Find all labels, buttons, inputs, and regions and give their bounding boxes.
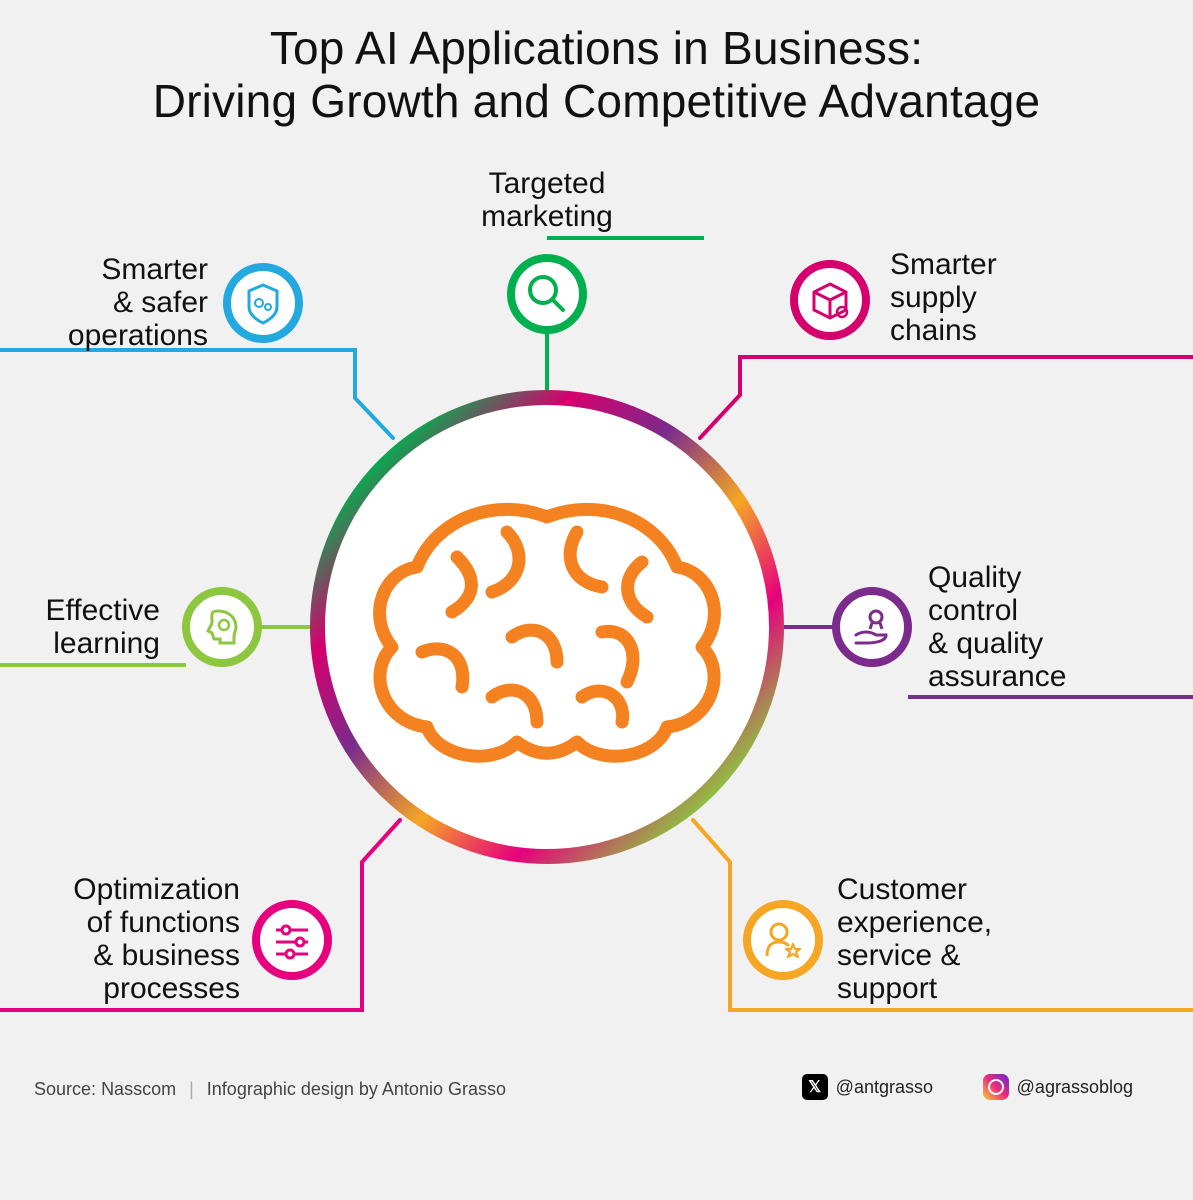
social-x[interactable]: 𝕏 @antgrasso (802, 1074, 933, 1100)
x-handle: @antgrasso (836, 1077, 933, 1098)
quality-control-label: Quality control & quality assurance (928, 561, 1066, 693)
effective-learning-icon-ring (186, 591, 258, 663)
customer-experience-label: Customer experience, service & support (837, 873, 992, 1005)
footer-sep: | (189, 1079, 194, 1099)
footer-source-value: Nasscom (101, 1079, 176, 1099)
infographic-canvas: Top AI Applications in Business: Driving… (0, 0, 1193, 1200)
footer-source: Source: Nasscom | Infographic design by … (34, 1079, 506, 1100)
sliders-icon (276, 926, 308, 958)
targeted-marketing-icon-ring (511, 258, 583, 330)
instagram-icon (983, 1074, 1009, 1100)
smarter-safer-ops-connector (0, 350, 393, 438)
smarter-safer-ops-label: Smarter & safer operations (68, 253, 208, 352)
footer: Source: Nasscom | Infographic design by … (0, 1060, 1193, 1100)
effective-learning-label: Effective learning (45, 594, 160, 660)
footer-source-label: Source: (34, 1079, 96, 1099)
social-instagram[interactable]: @agrassoblog (983, 1074, 1133, 1100)
footer-design-by: Infographic design by Antonio Grasso (207, 1079, 506, 1099)
ig-handle: @agrassoblog (1017, 1077, 1133, 1098)
optimization-icon-ring (256, 904, 328, 976)
targeted-marketing-label: Targeted marketing (481, 167, 613, 233)
smarter-supply-chains-connector (700, 357, 1193, 438)
x-icon: 𝕏 (802, 1074, 828, 1100)
smarter-supply-chains-label: Smarter supply chains (890, 248, 997, 347)
optimization-label: Optimization of functions & business pro… (73, 873, 240, 1005)
